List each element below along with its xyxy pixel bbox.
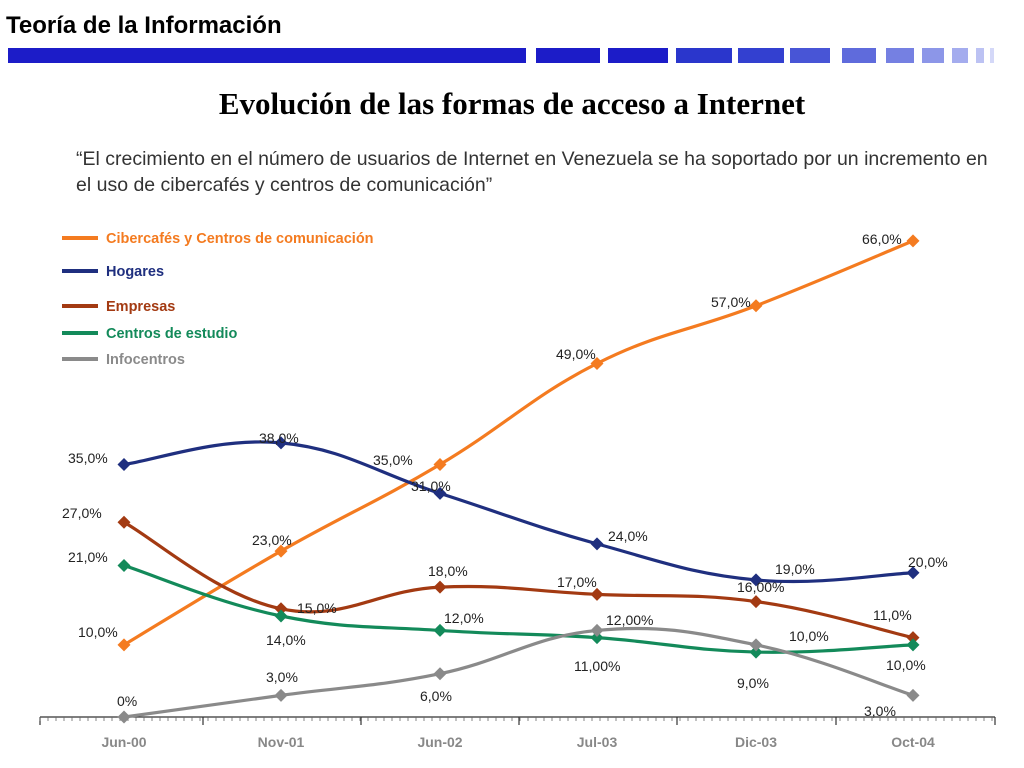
data-label: 18,0% <box>428 563 468 579</box>
x-tick-label: Jul-03 <box>577 734 618 750</box>
data-label: 24,0% <box>608 528 648 544</box>
legend-item-centros-de-estudio: Centros de estudio <box>62 326 237 342</box>
data-label: 16,00% <box>737 579 784 595</box>
data-point-marker <box>590 537 604 551</box>
data-point-marker <box>433 458 447 471</box>
data-point-marker <box>906 638 920 652</box>
series-infocentros <box>117 623 920 724</box>
data-label: 10,0% <box>78 624 118 640</box>
data-label: 10,0% <box>886 657 926 673</box>
legend-item-cibercafes-y-centros-de-comunicacion: Cibercafés y Centros de comunicación <box>62 231 374 247</box>
chart-legend: Cibercafés y Centros de comunicación Hoga… <box>62 231 374 368</box>
legend-label: Infocentros <box>106 352 185 368</box>
series-cibercafes-y-centros-de-comunicacion <box>117 234 920 652</box>
legend-item-empresas: Empresas <box>62 299 175 315</box>
data-point-marker <box>906 234 920 248</box>
data-label: 66,0% <box>862 231 902 247</box>
data-point-marker <box>590 357 604 370</box>
series-line <box>123 626 914 719</box>
data-point-marker <box>274 609 288 623</box>
data-label: 0% <box>117 693 137 709</box>
data-label: 3,0% <box>864 703 896 719</box>
data-point-marker <box>433 623 447 637</box>
data-point-marker <box>117 710 131 724</box>
header-title: Teoría de la Información <box>6 12 282 39</box>
data-label: 15,0% <box>297 600 337 616</box>
series-line <box>123 239 914 647</box>
legend-label: Empresas <box>106 299 175 315</box>
series-line <box>123 563 914 654</box>
data-point-marker <box>274 688 288 702</box>
data-label: 3,0% <box>266 669 298 685</box>
data-label: 9,0% <box>737 675 769 691</box>
data-point-marker <box>590 631 604 645</box>
data-label: 11,0% <box>873 607 912 623</box>
data-point-marker <box>274 544 288 558</box>
data-label: 57,0% <box>711 294 751 310</box>
data-label: 12,0% <box>444 610 484 626</box>
series-line <box>123 520 914 640</box>
data-point-marker <box>749 573 763 587</box>
data-label: 11,00% <box>574 658 620 674</box>
series-centros-de-estudio <box>117 559 920 659</box>
header-decorative-bar <box>8 48 994 63</box>
data-label: 10,0% <box>789 628 829 644</box>
x-tick-label: Oct-04 <box>891 734 935 750</box>
chart-series <box>117 234 920 724</box>
legend-label: Cibercafés y Centros de comunicación <box>106 231 374 247</box>
data-point-marker <box>749 645 763 659</box>
data-point-marker <box>590 623 604 637</box>
data-point-marker <box>117 559 131 572</box>
data-label: 49,0% <box>556 346 596 362</box>
data-point-marker <box>117 458 131 471</box>
data-point-marker <box>906 688 920 702</box>
series-hogares <box>117 436 920 587</box>
data-label: 14,0% <box>266 632 306 648</box>
data-point-marker <box>433 667 447 681</box>
data-point-marker <box>117 515 131 529</box>
data-label: 12,00% <box>606 612 653 628</box>
data-label: 35,0% <box>68 450 108 466</box>
data-point-marker <box>433 486 447 500</box>
data-point-marker <box>433 580 447 594</box>
legend-item-infocentros: Infocentros <box>62 352 185 368</box>
data-label: 19,0% <box>775 561 815 577</box>
data-point-marker <box>274 602 288 616</box>
data-label: 27,0% <box>62 505 102 521</box>
data-label: 38,0% <box>259 430 299 446</box>
x-tick-label: Jun-00 <box>101 734 146 750</box>
series-line <box>123 440 914 584</box>
data-point-marker <box>749 595 763 609</box>
x-axis: Jun-00 Nov-01 Jun-02 Jul-03 Dic-03 Oct-04 <box>39 716 996 750</box>
data-label: 35,0% <box>373 452 413 468</box>
data-label: 21,0% <box>68 549 108 565</box>
data-label: 20,0% <box>908 554 948 570</box>
slide-title: Evolución de las formas de acceso a Inte… <box>218 86 806 121</box>
legend-label: Centros de estudio <box>106 326 237 342</box>
series-empresas <box>117 515 920 645</box>
data-labels: 10,0% 23,0% 35,0% 49,0% 57,0% 66,0% 35,0% 38,0%… <box>62 231 948 719</box>
data-point-marker <box>906 631 920 645</box>
data-label: 17,0% <box>557 574 597 590</box>
data-point-marker <box>590 587 604 601</box>
x-tick-label: Dic-03 <box>735 734 777 750</box>
data-point-marker <box>274 436 288 450</box>
legend-label: Hogares <box>106 264 164 280</box>
data-point-marker <box>749 299 763 313</box>
legend-item-hogares: Hogares <box>62 264 164 280</box>
x-tick-label: Jun-02 <box>417 734 462 750</box>
slide-quote: “El crecimiento en el número de usuarios… <box>76 148 988 196</box>
data-label: 23,0% <box>252 532 292 548</box>
data-label: 31,0% <box>411 478 451 494</box>
x-tick-label: Nov-01 <box>258 734 305 750</box>
data-label: 6,0% <box>420 688 452 704</box>
data-point-marker <box>749 638 763 652</box>
data-point-marker <box>906 566 920 580</box>
data-point-marker <box>117 638 131 652</box>
